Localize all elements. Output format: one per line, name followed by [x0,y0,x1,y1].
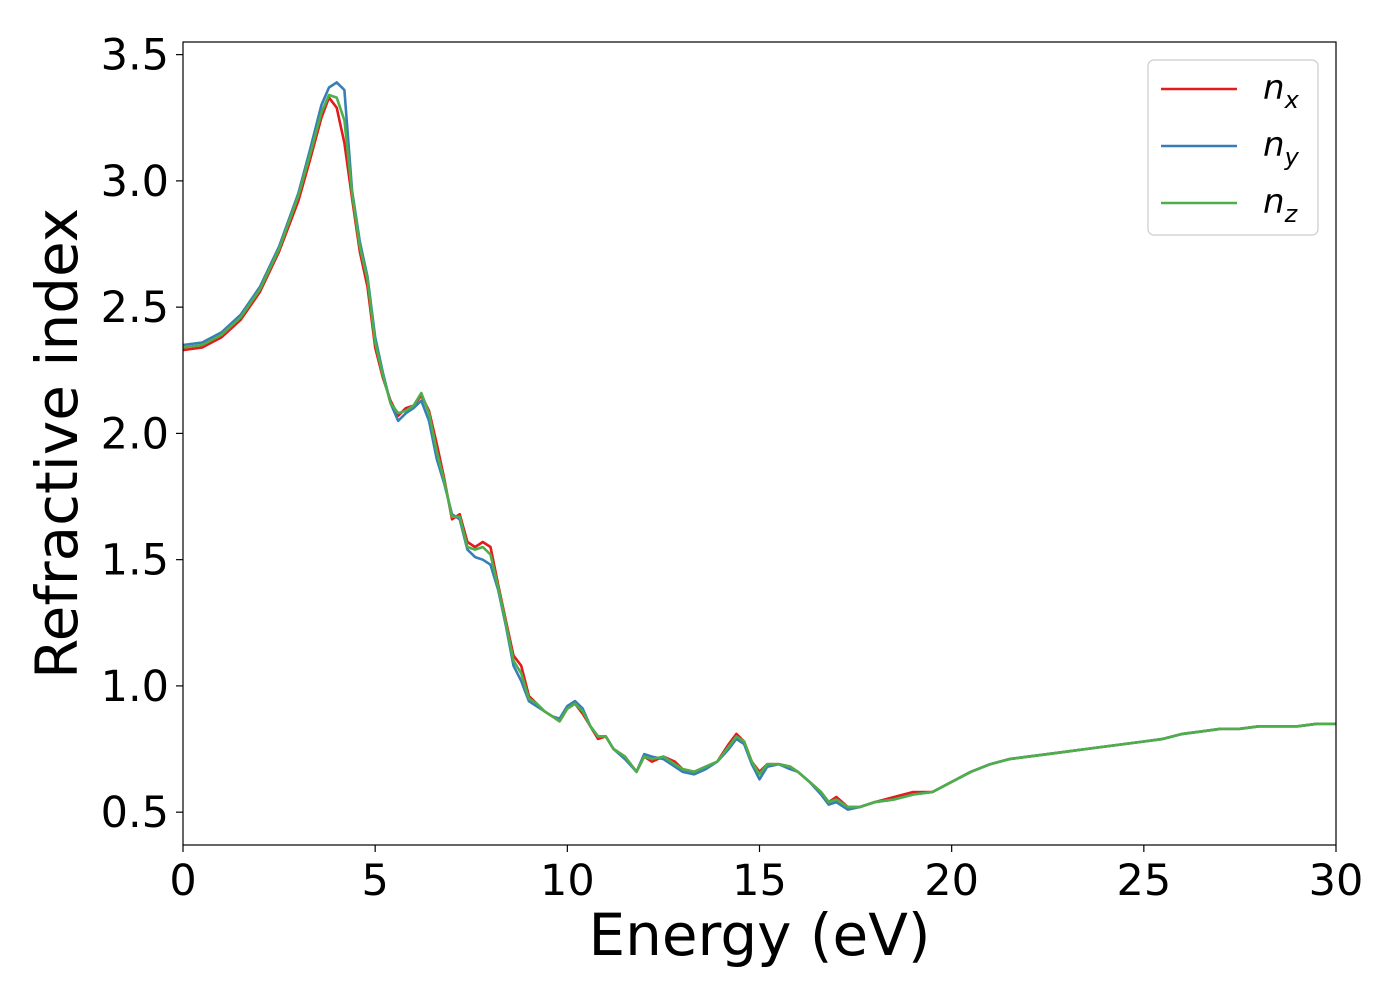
y-tick-label: 1.5 [101,536,169,586]
x-tick-label: 20 [924,856,979,906]
x-tick-label: 30 [1309,856,1364,906]
y-tick-label: 2.5 [101,283,169,333]
x-tick-label: 0 [169,856,196,906]
legend-label-x: nx [1263,68,1300,114]
x-tick-label: 25 [1116,856,1171,906]
y-axis-title: Refractive index [23,208,91,679]
x-tick-label: 15 [732,856,787,906]
x-tick-label: 10 [540,856,595,906]
series-layer [182,81,1336,811]
legend: nx ny nz [1147,59,1319,236]
x-axis: 0 5 10 15 20 25 30 [169,845,1363,906]
y-tick-label: 0.5 [101,788,169,838]
x-axis-title: Energy (eV) [588,901,930,969]
y-tick-label: 3.5 [101,31,169,81]
legend-label-y: ny [1263,125,1300,171]
plot-area [183,42,1336,845]
y-axis: 0.5 1.0 1.5 2.0 2.5 3.0 3.5 [101,31,183,838]
y-tick-label: 2.0 [101,409,169,459]
x-tick-label: 5 [361,856,388,906]
legend-box [1147,59,1319,236]
y-tick-label: 1.0 [101,662,169,712]
y-tick-label: 3.0 [101,157,169,207]
legend-label-z: nz [1263,182,1299,228]
series-line-z [182,93,1336,809]
